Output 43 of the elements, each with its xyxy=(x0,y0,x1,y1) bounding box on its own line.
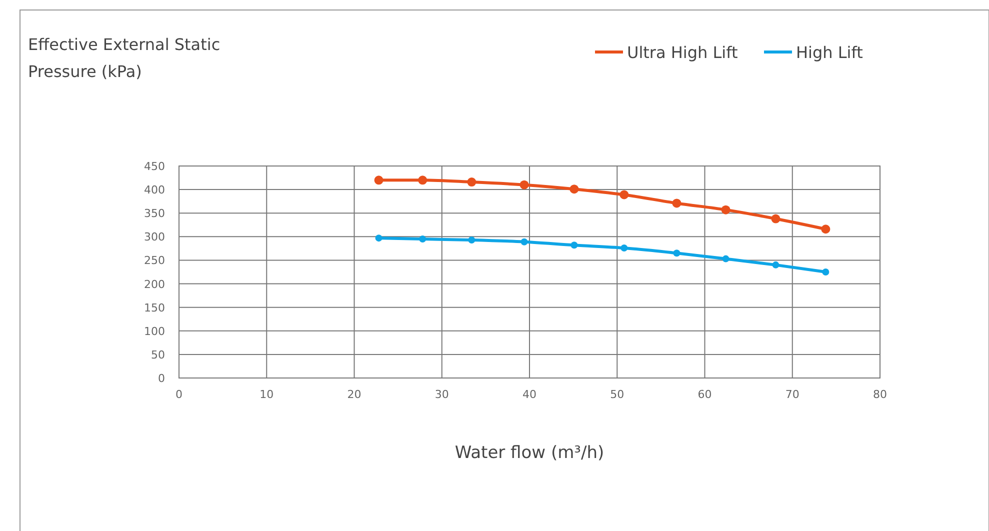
point xyxy=(468,236,476,244)
y-tick-label: 50 xyxy=(151,348,165,362)
legend-label: High Lift xyxy=(796,43,863,62)
point xyxy=(620,190,629,200)
point xyxy=(570,242,578,249)
legend-label: Ultra High Lift xyxy=(627,43,738,62)
x-tick-label: 70 xyxy=(785,388,800,401)
point xyxy=(570,184,579,194)
x-tick-label: 80 xyxy=(873,388,887,401)
point xyxy=(374,176,384,185)
point xyxy=(672,198,682,208)
x-tick-label: 50 xyxy=(610,388,624,401)
point xyxy=(467,178,476,187)
x-tick-label: 20 xyxy=(347,388,362,401)
point xyxy=(721,205,730,214)
point xyxy=(418,176,428,185)
x-tick-label: 0 xyxy=(176,388,182,401)
y-tick-label: 100 xyxy=(144,324,165,338)
y-tick-label: 0 xyxy=(158,372,165,385)
y-tick-label: 450 xyxy=(144,160,165,173)
y-tick-label: 250 xyxy=(144,254,165,268)
point xyxy=(419,236,426,243)
y-tick-label: 150 xyxy=(144,301,165,314)
x-tick-label: 30 xyxy=(434,388,449,401)
point xyxy=(375,234,382,242)
y-axis-title: Effective External Static Pressure (kPa) xyxy=(28,35,220,81)
point xyxy=(771,214,780,224)
y-tick-label: 350 xyxy=(144,207,165,220)
x-tick-label: 60 xyxy=(698,388,712,401)
point xyxy=(520,238,528,246)
point xyxy=(772,261,780,268)
y-tick-label: 200 xyxy=(144,278,165,291)
y-tick-label: 400 xyxy=(144,184,165,197)
y-tick-label: 300 xyxy=(144,230,165,244)
point xyxy=(620,244,628,252)
x-tick-label: 40 xyxy=(522,388,536,401)
point xyxy=(722,255,730,262)
point xyxy=(520,180,529,190)
x-tick-label: 10 xyxy=(260,388,274,401)
point xyxy=(822,268,830,276)
x-axis-title: Water flow (m³/h) xyxy=(454,443,604,463)
point xyxy=(821,224,830,234)
point xyxy=(673,250,680,257)
